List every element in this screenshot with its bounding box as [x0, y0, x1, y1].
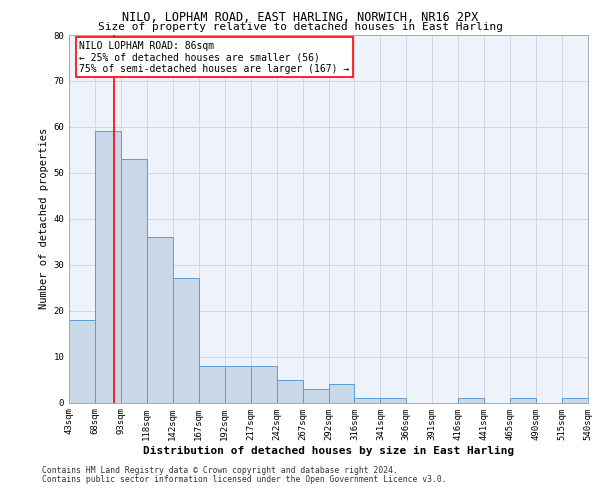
Bar	[225, 366, 251, 403]
Bar	[121, 159, 147, 402]
Bar	[562, 398, 588, 402]
Bar	[69, 320, 95, 402]
Bar	[173, 278, 199, 402]
Bar	[302, 388, 329, 402]
Bar	[95, 132, 121, 402]
Text: Size of property relative to detached houses in East Harling: Size of property relative to detached ho…	[97, 22, 503, 32]
Bar	[380, 398, 406, 402]
Bar	[458, 398, 484, 402]
Bar	[199, 366, 224, 403]
Bar	[329, 384, 355, 402]
Bar	[147, 237, 173, 402]
Bar	[277, 380, 302, 402]
Bar	[251, 366, 277, 403]
Bar	[510, 398, 536, 402]
Bar	[355, 398, 380, 402]
Y-axis label: Number of detached properties: Number of detached properties	[39, 128, 49, 310]
Text: NILO, LOPHAM ROAD, EAST HARLING, NORWICH, NR16 2PX: NILO, LOPHAM ROAD, EAST HARLING, NORWICH…	[122, 11, 478, 24]
Text: Contains public sector information licensed under the Open Government Licence v3: Contains public sector information licen…	[42, 475, 446, 484]
Text: Distribution of detached houses by size in East Harling: Distribution of detached houses by size …	[143, 446, 514, 456]
Text: NILO LOPHAM ROAD: 86sqm
← 25% of detached houses are smaller (56)
75% of semi-de: NILO LOPHAM ROAD: 86sqm ← 25% of detache…	[79, 40, 350, 74]
Text: Contains HM Land Registry data © Crown copyright and database right 2024.: Contains HM Land Registry data © Crown c…	[42, 466, 398, 475]
